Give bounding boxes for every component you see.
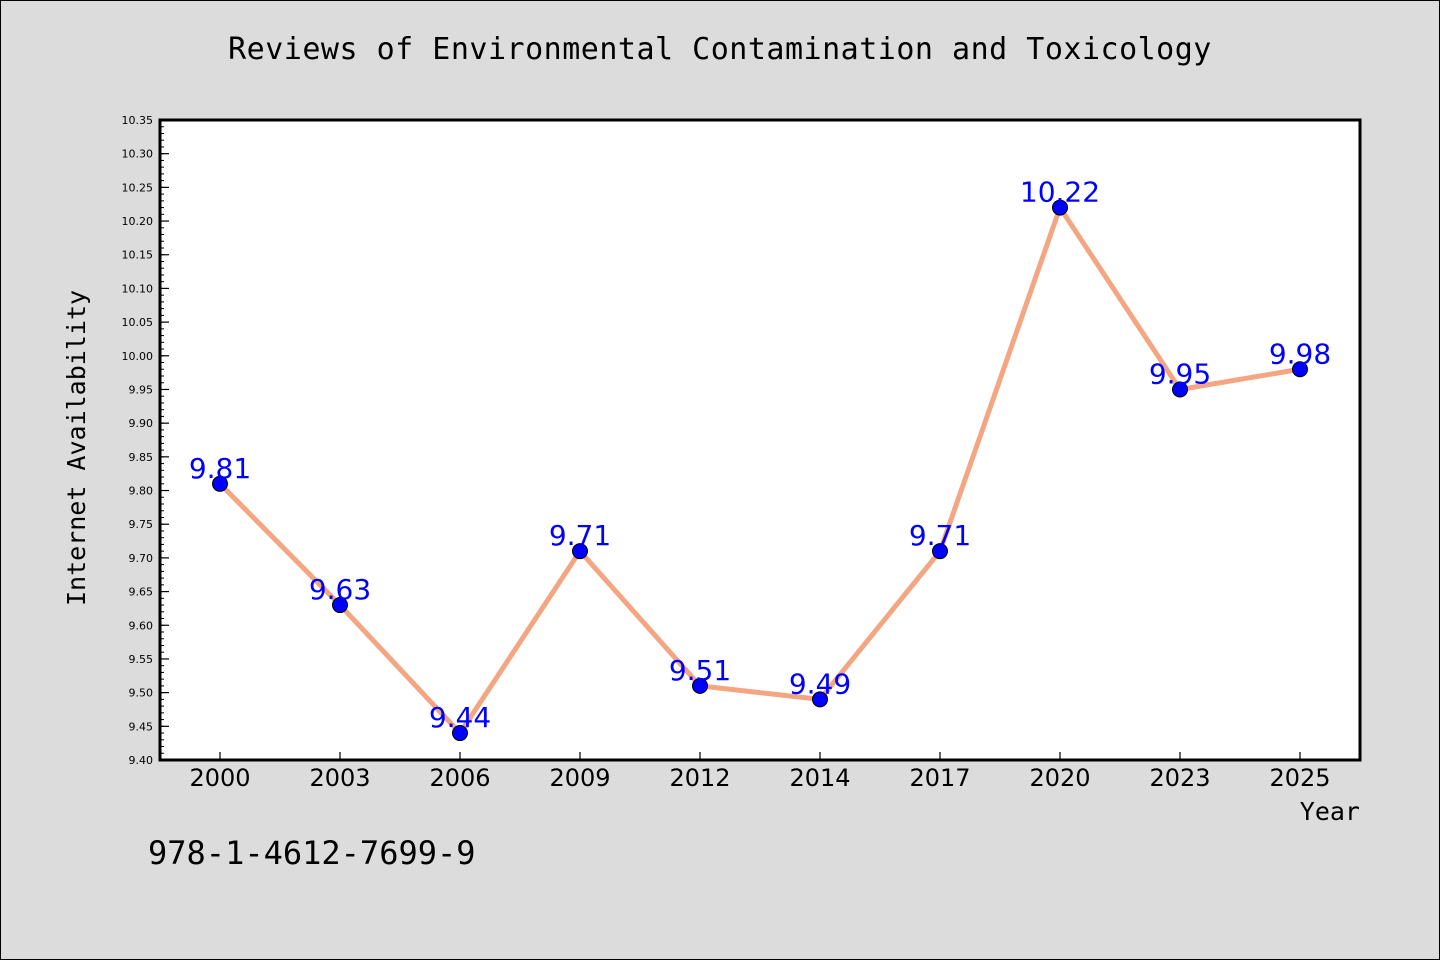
y-tick-label: 10.05 (122, 316, 154, 329)
data-label: 9.51 (669, 654, 731, 687)
data-point (452, 725, 468, 742)
plot-area (160, 120, 1360, 760)
y-axis-title: Internet Availability (62, 290, 91, 606)
data-point (332, 597, 348, 614)
data-point (932, 543, 948, 560)
y-tick-label: 10.25 (122, 181, 154, 194)
y-tick-label: 9.80 (129, 485, 154, 498)
data-point (212, 475, 228, 492)
x-axis-ticks: 2000 2003 2006 2009 2012 2014 2017 2020 2023 2025 (189, 752, 1331, 792)
series-line (218, 205, 1301, 736)
y-tick-label: 9.60 (129, 619, 154, 632)
y-tick-label: 10.10 (122, 282, 154, 295)
data-point (812, 691, 828, 708)
y-tick-label: 9.90 (129, 417, 154, 430)
data-label: 9.98 (1269, 337, 1331, 370)
data-point (1172, 381, 1188, 398)
data-label: 9.63 (309, 573, 371, 606)
data-point (1292, 361, 1308, 378)
y-tick-label: 9.95 (129, 383, 154, 396)
x-tick-label: 2012 (669, 764, 730, 792)
x-tick-label: 2014 (789, 764, 850, 792)
data-label: 9.95 (1149, 357, 1211, 390)
data-label: 9.71 (909, 519, 971, 552)
y-tick-label: 9.70 (129, 552, 154, 565)
x-tick-label: 2020 (1029, 764, 1090, 792)
data-points (212, 199, 1308, 742)
data-label: 9.81 (189, 452, 251, 485)
data-point (572, 543, 588, 560)
data-label: 9.49 (789, 667, 851, 700)
data-label: 9.44 (429, 701, 491, 734)
y-tick-label: 9.65 (129, 586, 154, 599)
x-tick-label: 2025 (1269, 764, 1330, 792)
x-axis-title: Year (1300, 797, 1360, 826)
data-point (1052, 199, 1068, 216)
chart-title: Reviews of Environmental Contamination a… (228, 32, 1212, 67)
x-tick-label: 2009 (549, 764, 610, 792)
y-axis-ticks: 9.40 9.45 9.50 9.55 9.60 9.65 9.70 9.75 9.80 9.85… (122, 114, 169, 767)
y-tick-label: 10.15 (122, 249, 154, 262)
data-point (692, 677, 708, 694)
y-tick-label: 10.35 (122, 114, 154, 127)
y-tick-label: 9.85 (129, 451, 154, 464)
x-tick-label: 2023 (1149, 764, 1210, 792)
y-tick-label: 9.75 (129, 518, 154, 531)
y-tick-label: 9.55 (129, 653, 154, 666)
y-tick-label: 9.45 (129, 720, 154, 733)
footer-code: 978-1-4612-7699-9 (148, 834, 476, 872)
data-label: 9.71 (549, 519, 611, 552)
y-tick-label: 10.20 (122, 215, 154, 228)
x-tick-label: 2006 (429, 764, 490, 792)
x-tick-label: 2000 (189, 764, 250, 792)
data-label: 10.22 (1020, 176, 1100, 209)
data-labels: 9.81 9.63 9.44 9.71 9.51 9.49 9.71 10.22 9.95 9.9… (189, 176, 1331, 734)
x-tick-label: 2017 (909, 764, 970, 792)
plot-border (158, 118, 1362, 762)
y-tick-label: 9.40 (129, 754, 154, 767)
y-tick-label: 9.50 (129, 687, 154, 700)
y-tick-label: 10.00 (122, 350, 154, 363)
y-tick-label: 10.30 (122, 148, 154, 161)
x-tick-label: 2003 (309, 764, 370, 792)
